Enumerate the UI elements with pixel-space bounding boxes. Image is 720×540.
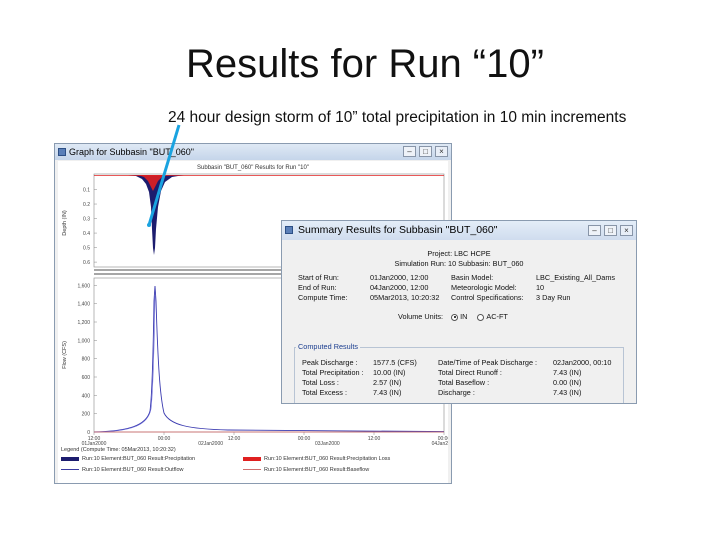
app-icon	[58, 148, 66, 156]
summary-window-titlebar[interactable]: Summary Results for Subbasin "BUT_060" –…	[282, 221, 636, 240]
x-time-label: 12:00	[368, 436, 381, 442]
summary-body: Project: LBC HCPE Simulation Run: 10 Sub…	[286, 242, 632, 403]
simulation-line: Simulation Run: 10 Subbasin: BUT_060	[394, 259, 524, 268]
top-ytick-label: 0.2	[83, 202, 90, 208]
slide-subtitle: 24 hour design storm of 10” total precip…	[168, 109, 627, 126]
x-date-label: 02Jan2000	[198, 441, 223, 445]
legend-swatch	[61, 469, 79, 471]
graph-window-titlebar[interactable]: Graph for Subbasin "BUT_060" – □ ×	[55, 144, 451, 160]
bottom-ytick-label: 600	[82, 375, 91, 381]
project-line: Project: LBC HCPE	[427, 249, 491, 258]
top-ytick-label: 0.5	[83, 246, 90, 252]
app-icon	[285, 226, 293, 234]
top-ylabel: Depth (IN)	[62, 210, 68, 236]
bottom-ytick-label: 200	[82, 412, 91, 418]
x-date-label: 04Jan2000	[432, 441, 448, 445]
graph-window-title: Graph for Subbasin "BUT_060"	[69, 147, 194, 157]
legend-item-precipitation-loss: Run:10 Element:BUT_060 Result:Precipitat…	[243, 456, 390, 462]
legend-item-precipitation: Run:10 Element:BUT_060 Result:Precipitat…	[61, 456, 195, 462]
bottom-ytick-label: 0	[87, 430, 90, 436]
control-specifications: Control Specifications: 3 Day Run	[451, 293, 571, 302]
minimize-icon[interactable]: –	[403, 146, 416, 157]
peak-discharge-time: Date/Time of Peak Discharge :02Jan2000, …	[438, 358, 612, 367]
bottom-ytick-label: 800	[82, 357, 91, 363]
peak-discharge: Peak Discharge :1577.5 (CFS)	[302, 358, 417, 367]
bottom-ytick-label: 1,000	[77, 338, 90, 344]
x-date-label: 01Jan2000	[82, 441, 107, 445]
close-icon[interactable]: ×	[620, 225, 633, 236]
total-precipitation: Total Precipitation :10.00 (IN)	[302, 368, 406, 377]
top-ytick-label: 0.4	[83, 231, 90, 237]
x-time-label: 00:00	[438, 436, 448, 442]
bottom-ytick-label: 1,200	[77, 320, 90, 326]
radio-selected-icon	[451, 313, 459, 321]
summary-window: Summary Results for Subbasin "BUT_060" –…	[281, 220, 637, 404]
legend-item-baseflow: Run:10 Element:BUT_060 Result:Baseflow	[243, 467, 369, 473]
computed-results-group	[294, 347, 624, 403]
close-icon[interactable]: ×	[435, 146, 448, 157]
bottom-ytick-label: 1,400	[77, 302, 90, 308]
legend-label: Run:10 Element:BUT_060 Result:Precipitat…	[264, 456, 391, 462]
total-excess: Total Excess :7.43 (IN)	[302, 388, 402, 397]
legend-swatch	[61, 456, 79, 461]
x-time-label: 12:00	[88, 436, 101, 442]
legend: Legend (Compute Time: 05Mar2013, 10:20:3…	[58, 445, 448, 483]
legend-heading: Legend (Compute Time: 05Mar2013, 10:20:3…	[61, 447, 176, 453]
total-loss: Total Loss :2.57 (IN)	[302, 378, 402, 387]
legend-label: Run:10 Element:BUT_060 Result:Outflow	[82, 467, 184, 473]
outflow-series	[93, 285, 445, 433]
summary-window-title: Summary Results for Subbasin "BUT_060"	[298, 224, 498, 236]
unit-in-radio[interactable]: IN	[451, 312, 467, 321]
top-ytick-label: 0.1	[83, 188, 90, 194]
end-of-run: End of Run: 04Jan2000, 12:00	[298, 283, 429, 292]
total-baseflow: Total Baseflow :0.00 (IN)	[438, 378, 582, 387]
x-time-label: 00:00	[298, 436, 311, 442]
legend-swatch	[243, 456, 261, 461]
discharge: Discharge :7.43 (IN)	[438, 388, 582, 397]
slide-title: Results for Run “10”	[186, 42, 544, 86]
x-date-label: 03Jan2000	[315, 441, 340, 445]
legend-swatch	[243, 469, 261, 471]
x-time-label: 12:00	[228, 436, 241, 442]
meteorologic-model: Meteorologic Model: 10	[451, 283, 545, 292]
legend-label: Run:10 Element:BUT_060 Result:Baseflow	[264, 467, 370, 473]
legend-item-outflow: Run:10 Element:BUT_060 Result:Outflow	[61, 467, 184, 473]
top-ytick-label: 0.3	[83, 217, 90, 223]
legend-label: Run:10 Element:BUT_060 Result:Precipitat…	[82, 456, 196, 462]
start-of-run: Start of Run: 01Jan2000, 12:00	[298, 273, 429, 282]
outflow-series-inner	[97, 295, 156, 433]
total-direct-runoff: Total Direct Runoff :7.43 (IN)	[438, 368, 582, 377]
top-ytick-label: 0.6	[83, 260, 90, 266]
bottom-ytick-label: 1,600	[77, 283, 90, 289]
computed-results-label: Computed Results	[296, 342, 361, 351]
volume-units: Volume Units: IN AC-FT	[398, 312, 508, 321]
maximize-icon[interactable]: □	[604, 225, 617, 236]
basin-model: Basin Model: LBC_Existing_All_Dams	[451, 273, 616, 282]
maximize-icon[interactable]: □	[419, 146, 432, 157]
volume-units-label: Volume Units:	[398, 312, 444, 321]
unit-acft-radio[interactable]: AC-FT	[477, 312, 508, 321]
bottom-ytick-label: 400	[82, 393, 91, 399]
compute-time: Compute Time: 05Mar2013, 10:20:32	[298, 293, 440, 302]
x-time-label: 00:00	[158, 436, 171, 442]
chart-title: Subbasin "BUT_060" Results for Run "10"	[197, 165, 309, 171]
bottom-ylabel: Flow (CFS)	[62, 341, 68, 369]
radio-icon	[477, 313, 485, 321]
minimize-icon[interactable]: –	[588, 225, 601, 236]
